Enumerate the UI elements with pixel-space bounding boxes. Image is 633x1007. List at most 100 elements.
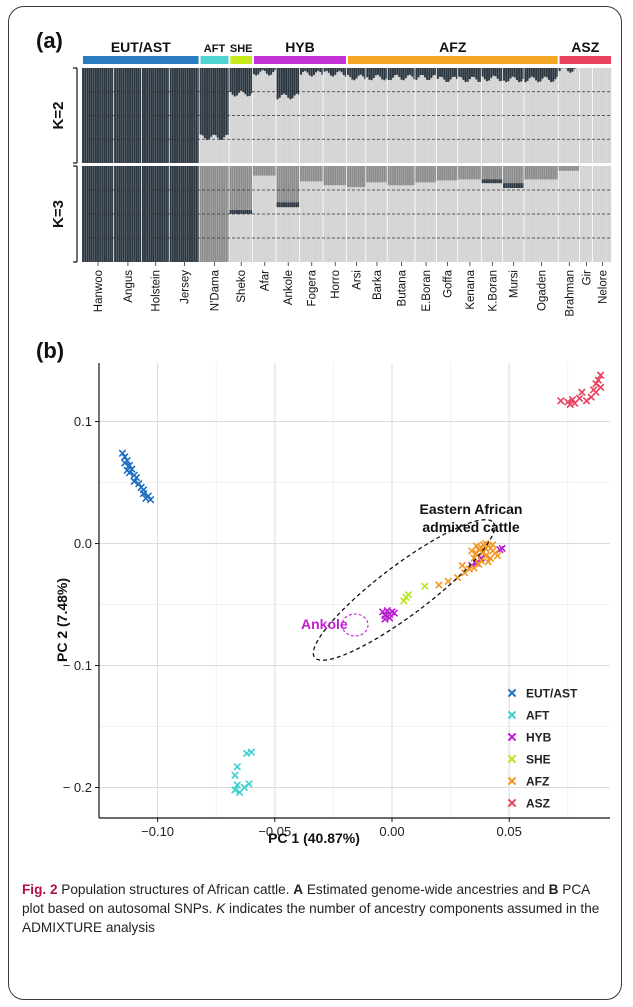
ancestry-dark xyxy=(524,68,527,83)
ancestry-dark xyxy=(473,68,476,77)
ancestry-dark xyxy=(238,210,241,214)
ancestry-mid xyxy=(483,166,487,182)
ancestry-mid xyxy=(402,166,405,186)
ancestry-mid xyxy=(505,166,508,186)
ancestry-mid xyxy=(434,166,437,183)
ancestry-dark xyxy=(280,202,284,208)
ancestry-dark xyxy=(398,68,401,78)
ancestry-dark xyxy=(143,166,147,262)
ancestry-dark xyxy=(505,68,508,83)
ancestry-mid xyxy=(347,166,350,188)
ancestry-dark xyxy=(289,202,292,208)
group-label-eut-ast: EUT/AST xyxy=(111,39,171,55)
ancestry-light xyxy=(419,166,422,262)
ancestry-dark xyxy=(312,68,316,76)
ancestry-light xyxy=(545,166,549,262)
ancestry-mid xyxy=(312,166,316,182)
ancestry-dark xyxy=(143,68,147,163)
ancestry-dark xyxy=(462,68,465,80)
ancestry-light xyxy=(569,166,572,262)
legend-label: AFZ xyxy=(526,775,549,789)
ancestry-mid xyxy=(423,166,427,183)
ancestry-mid xyxy=(475,166,478,180)
ancestry-dark xyxy=(451,68,455,78)
ancestry-dark xyxy=(438,68,442,77)
ancestry-dark xyxy=(500,68,504,81)
legend-marker xyxy=(507,710,517,720)
ancestry-dark xyxy=(394,68,397,76)
ancestry-dark xyxy=(511,183,514,188)
y-axis-title: PC 2 (7.48%) xyxy=(54,578,70,662)
ancestry-light xyxy=(408,68,412,163)
ancestry-dark xyxy=(120,166,123,262)
ancestry-light xyxy=(349,68,352,163)
caption-text-3: PCA plot based on autosomal SNPs. xyxy=(22,882,590,916)
ancestry-dark xyxy=(235,68,239,96)
ancestry-dark xyxy=(105,68,108,163)
legend-marker xyxy=(507,798,517,808)
ancestry-mid xyxy=(321,166,324,182)
ancestry-light xyxy=(299,166,303,262)
ancestry-dark xyxy=(314,68,318,73)
ancestry-dark xyxy=(109,68,113,163)
ancestry-light xyxy=(539,68,542,163)
x-tick-label: −0.10 xyxy=(141,824,174,839)
ancestry-dark xyxy=(490,179,493,184)
ancestry-mid xyxy=(509,166,512,186)
ancestry-mid xyxy=(539,166,542,180)
ancestry-light xyxy=(280,166,284,262)
ancestry-mid xyxy=(246,166,249,213)
ancestry-dark xyxy=(515,68,519,81)
ancestry-dark xyxy=(246,68,249,97)
ancestry-mid xyxy=(400,166,403,186)
ancestry-light xyxy=(524,68,527,163)
group-bar-eut-ast xyxy=(83,56,199,64)
ancestry-dark xyxy=(517,183,521,188)
pca-grid xyxy=(98,363,610,818)
ancestry-mid xyxy=(250,166,254,213)
ancestry-mid xyxy=(511,166,514,186)
ancestry-dark xyxy=(265,68,269,74)
ancestry-dark xyxy=(278,202,281,208)
group-label-she: SHE xyxy=(230,43,253,55)
breed-label: Ogaden xyxy=(536,270,548,311)
ancestry-mid xyxy=(297,166,301,205)
ancestry-mid xyxy=(299,166,303,182)
ancestry-light xyxy=(520,166,523,262)
ancestry-mid xyxy=(255,166,258,176)
ancestry-mid xyxy=(432,166,435,183)
ancestry-dark xyxy=(238,68,241,93)
pca-point xyxy=(390,609,399,617)
ancestry-light xyxy=(509,166,512,262)
ancestry-dark xyxy=(229,210,232,214)
ancestry-dark xyxy=(396,68,399,75)
ancestry-mid xyxy=(541,166,544,180)
ancestry-mid xyxy=(479,166,482,180)
ancestry-mid xyxy=(419,166,422,183)
ancestry-mid xyxy=(372,166,375,183)
ancestry-light xyxy=(340,166,343,262)
ancestry-mid xyxy=(364,166,367,188)
ancestry-mid xyxy=(287,166,290,205)
ancestry-mid xyxy=(562,166,566,171)
ancestry-mid xyxy=(575,166,579,171)
ancestry-dark xyxy=(530,68,534,77)
ancestry-mid xyxy=(383,166,386,183)
ancestry-dark xyxy=(494,68,497,77)
ancestry-light xyxy=(475,166,478,262)
ancestry-mid xyxy=(336,166,339,186)
breed-label: Nelore xyxy=(597,270,609,304)
ancestry-mid xyxy=(556,166,559,180)
ancestry-dark xyxy=(355,68,358,79)
ancestry-mid xyxy=(564,166,568,171)
legend-marker xyxy=(507,776,517,786)
ancestry-light xyxy=(464,166,467,262)
ancestry-light xyxy=(599,166,602,262)
ancestry-dark xyxy=(340,68,343,73)
ancestry-dark xyxy=(267,68,271,76)
ancestry-dark xyxy=(84,166,87,262)
pca-point xyxy=(247,748,256,756)
ancestry-dark xyxy=(250,68,254,94)
ancestry-light xyxy=(550,68,553,163)
